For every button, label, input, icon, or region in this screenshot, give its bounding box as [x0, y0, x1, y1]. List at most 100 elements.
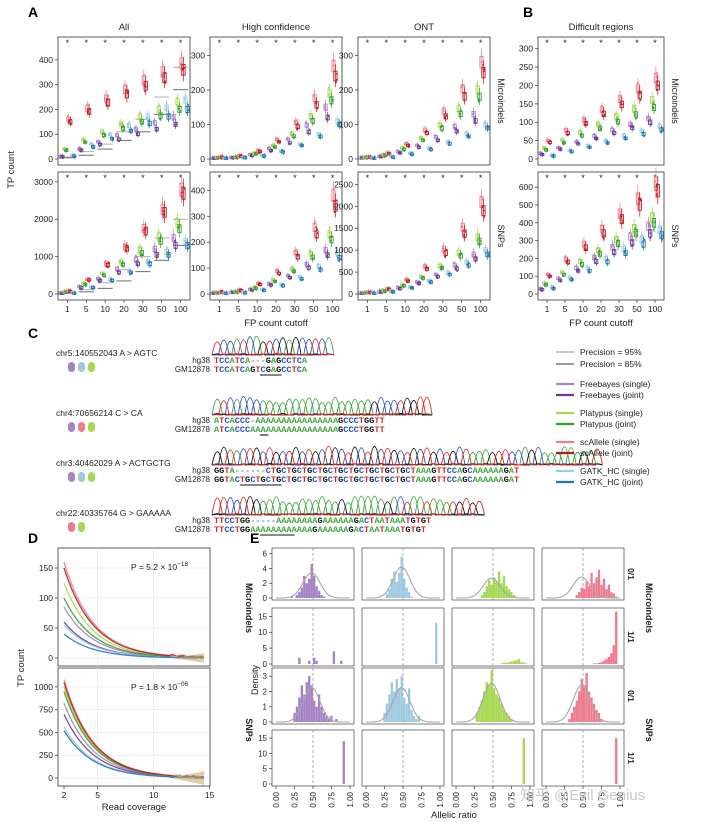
a-all-micro-point: [106, 98, 109, 101]
base: C: [467, 466, 472, 476]
e-ytick-label: 0: [263, 660, 268, 669]
e-hist-bar: [615, 738, 618, 784]
e-hist-bar: [342, 741, 345, 784]
e-hist-bar: [585, 581, 588, 598]
a-all-micro-point: [141, 122, 144, 125]
b-micro-point: [552, 156, 555, 159]
e-hist-bar: [330, 715, 333, 722]
a-ont-micro-point: [416, 143, 419, 145]
a-all-snp-star: *: [122, 173, 126, 183]
seq-hg38: GGTA------CTGCTGCTGCTGCTGCTGCTGCTGCTGCTA…: [214, 466, 519, 476]
base: A: [328, 425, 334, 435]
a-all-snp-point: [91, 287, 94, 290]
e-hist-bar: [488, 580, 491, 598]
a-all-micro-point: [74, 156, 76, 158]
base: C: [374, 475, 379, 485]
a-hc-snp-point: [241, 290, 244, 293]
b-micro-box: [655, 80, 660, 91]
base: A: [385, 525, 391, 535]
base: C: [230, 525, 235, 535]
a-hc-snp-point: [331, 235, 333, 238]
seq-gm12878: TCCATCAGTCGAGCCTCA: [214, 365, 308, 375]
base: C: [374, 466, 379, 476]
a-ont-micro-point: [461, 86, 464, 88]
a-all-snp-point: [109, 276, 112, 279]
a-ont-micro-point: [467, 133, 469, 136]
e-hist-bar: [407, 592, 411, 598]
base: A: [395, 516, 401, 526]
a-hc-snp-point: [314, 220, 317, 223]
a-all-micro-point: [160, 113, 163, 116]
b-micro-star: *: [545, 38, 549, 48]
a-hc-micro-point: [306, 122, 309, 125]
a-all-micro-point: [155, 126, 158, 129]
a-ont-snp-point: [398, 288, 401, 291]
a-all-micro-point: [164, 72, 166, 75]
b-snp-point: [630, 245, 633, 248]
a-ont-snp-point: [463, 234, 466, 237]
a-hc-micro-point: [225, 155, 228, 158]
a-all-micro-point: [129, 130, 132, 132]
base: A: [261, 525, 267, 535]
base: A: [281, 425, 287, 435]
a-hc-micro-point: [337, 118, 340, 121]
e-hist-bar: [510, 592, 513, 598]
e-xtick-label: 0.25: [471, 791, 480, 807]
b-snp-point: [649, 237, 651, 240]
a-hc-snp-point: [271, 277, 273, 280]
b-snp-point: [630, 235, 633, 237]
base: A: [473, 475, 479, 485]
b-snp-point: [635, 233, 638, 236]
b-snp-point: [606, 258, 609, 261]
base: A: [348, 516, 354, 526]
a-ont-snp-xtick-label: 20: [419, 304, 429, 314]
a-all-snp-point: [146, 258, 148, 261]
a-hc-snp-point: [336, 251, 339, 254]
a-ont-micro-point: [383, 156, 386, 158]
base: C: [452, 466, 457, 476]
a-ont-snp-point: [372, 293, 375, 295]
b-snp-point: [628, 231, 631, 234]
base: C: [447, 475, 452, 485]
b-micro-point: [655, 74, 658, 77]
a-all-micro-point: [126, 91, 129, 94]
e-density-curve: [366, 566, 440, 599]
a-all-snp-point: [138, 252, 140, 255]
a-ont-snp-point: [380, 292, 383, 294]
d-top-confidence-flare: [170, 653, 204, 663]
a-all-snp-star: *: [66, 173, 70, 183]
e-hist-bar: [522, 662, 525, 664]
b-micro-point: [585, 120, 588, 123]
base: G: [338, 475, 343, 485]
base: C: [390, 466, 395, 476]
b-snp-point: [541, 290, 543, 292]
b-micro-point: [605, 138, 608, 141]
a-ont-micro-point: [434, 134, 436, 137]
a-hc-snp-xtick-label: 1: [217, 304, 222, 314]
base: A: [276, 525, 282, 535]
a-hc-snp-xtick-label: 100: [325, 304, 339, 314]
a-ont-micro-point: [370, 155, 373, 158]
e-hist-bar: [600, 584, 603, 598]
a-hc-micro-point: [325, 118, 328, 121]
base: T: [364, 475, 369, 485]
base: G: [292, 475, 297, 485]
e-ytick-label: 2: [263, 579, 268, 588]
seq-row-hg38: hg38: [192, 416, 210, 425]
d-bot-ytick-label: 750: [39, 705, 53, 715]
e-xtick-label: 0.50: [399, 791, 408, 807]
base: T: [395, 466, 400, 476]
a-hc-snp-xtick-label: 5: [236, 304, 241, 314]
e-hist-bar: [595, 663, 598, 664]
base: A: [323, 425, 329, 435]
a-hc-snp-point: [317, 267, 319, 270]
base: A: [230, 365, 236, 375]
a-hc-snp-ytick-label: 300: [191, 211, 205, 221]
base: A: [333, 425, 339, 435]
a-all-micro-point: [165, 106, 168, 109]
base: A: [509, 475, 515, 485]
a-all-snp-point: [185, 240, 187, 243]
e-xtick-label: 1.00: [616, 791, 625, 807]
b-snp-point: [567, 262, 570, 265]
a-hc-snp-point: [214, 293, 217, 295]
